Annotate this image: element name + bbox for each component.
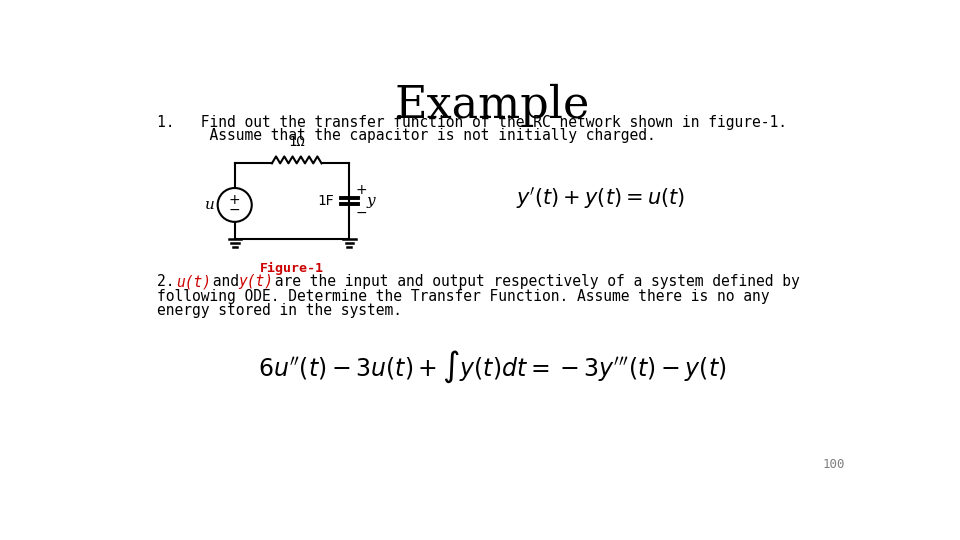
Text: u: u — [205, 198, 215, 212]
Text: y(t): y(t) — [238, 274, 273, 289]
Text: and: and — [204, 274, 248, 289]
Text: 1.   Find out the transfer function of the RC network shown in figure-1.: 1. Find out the transfer function of the… — [157, 115, 787, 130]
Text: Assume that the capacitor is not initially charged.: Assume that the capacitor is not initial… — [157, 128, 656, 143]
Text: $6u''(t) - 3u(t) + \int y(t)dt = -3y'''(t) - y(t)$: $6u''(t) - 3u(t) + \int y(t)dt = -3y'''(… — [258, 348, 726, 385]
Text: energy stored in the system.: energy stored in the system. — [157, 303, 402, 319]
Text: y: y — [367, 194, 375, 208]
Text: −: − — [356, 206, 368, 220]
Text: +: + — [228, 193, 241, 206]
Text: $y'(t) + y(t) = u(t)$: $y'(t) + y(t) = u(t)$ — [516, 185, 685, 211]
Text: Figure-1: Figure-1 — [260, 262, 324, 275]
Text: 1F: 1F — [318, 194, 334, 208]
Text: +: + — [356, 183, 368, 197]
Text: are the input and output respectively of a system defined by: are the input and output respectively of… — [266, 274, 800, 289]
Text: 1Ω: 1Ω — [288, 136, 305, 150]
Text: 2.: 2. — [157, 274, 183, 289]
Text: following ODE. Determine the Transfer Function. Assume there is no any: following ODE. Determine the Transfer Fu… — [157, 289, 770, 304]
Text: −: − — [228, 204, 241, 217]
Text: Example: Example — [395, 84, 589, 127]
Text: u(t): u(t) — [176, 274, 211, 289]
Text: 100: 100 — [822, 458, 845, 471]
